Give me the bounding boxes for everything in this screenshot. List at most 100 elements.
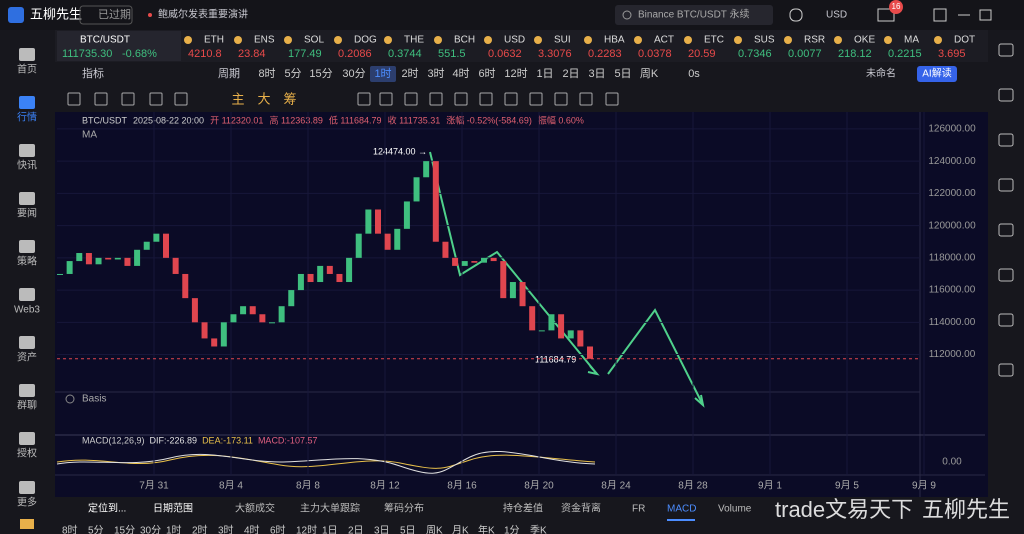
ticker-name[interactable]: BCH: [454, 35, 475, 46]
draw-tool-icon[interactable]: [579, 92, 593, 106]
period-button[interactable]: 3日: [374, 526, 390, 534]
bottom-tab[interactable]: 大额成交: [235, 502, 275, 515]
ai-button[interactable]: [917, 66, 957, 82]
mail-icon[interactable]: [877, 8, 895, 22]
sidebar-label[interactable]: 授权: [17, 447, 37, 460]
interval-button[interactable]: 8时: [258, 67, 275, 80]
period-button[interactable]: 2时: [192, 525, 208, 534]
bottom-tab[interactable]: 资金背离: [561, 502, 601, 515]
bottom-tab[interactable]: Volume: [718, 504, 752, 515]
interval-button[interactable]: 3日: [588, 68, 605, 80]
bottom-tab[interactable]: FR: [632, 504, 645, 515]
right-tool-icon[interactable]: [998, 88, 1014, 102]
bottom-tab[interactable]: 定位到...: [88, 502, 126, 515]
interval-button[interactable]: 2日: [562, 68, 579, 80]
sidebar-icon[interactable]: [19, 432, 35, 445]
ai-button-label[interactable]: AI解读: [922, 67, 951, 80]
ticker-price[interactable]: 0.2086: [338, 48, 372, 60]
right-tool-icon[interactable]: [998, 313, 1014, 327]
ticker-name[interactable]: THE: [404, 35, 424, 46]
period-button[interactable]: 8时: [62, 525, 78, 534]
draw-tool-icon[interactable]: [379, 92, 393, 106]
interval-button[interactable]: 12时: [504, 67, 527, 80]
sidebar-label[interactable]: 策略: [17, 255, 37, 268]
sidebar-icon[interactable]: [19, 384, 35, 397]
sidebar-label[interactable]: 更多: [17, 496, 37, 509]
interval-button[interactable]: 1日: [536, 68, 553, 80]
ticker-price[interactable]: 218.12: [838, 48, 872, 60]
interval-button[interactable]: 30分: [342, 67, 365, 80]
period-button[interactable]: 6时: [270, 525, 286, 534]
draw-tool-icon[interactable]: [357, 92, 371, 106]
interval-button[interactable]: 0s: [688, 68, 700, 80]
period-button[interactable]: 4时: [244, 525, 260, 534]
sidebar-label[interactable]: Web3: [14, 305, 40, 316]
period-button[interactable]: 5日: [400, 526, 416, 534]
window-button[interactable]: [933, 8, 947, 22]
ticker-name[interactable]: SUI: [554, 35, 571, 46]
window-button[interactable]: [979, 9, 992, 21]
ticker-price[interactable]: 23.84: [238, 48, 266, 60]
sidebar-icon[interactable]: [19, 144, 35, 157]
period-button[interactable]: 12时: [296, 525, 317, 534]
period-button[interactable]: 季K: [530, 525, 547, 534]
ticker-price[interactable]: 0.0378: [638, 48, 672, 60]
sidebar-label[interactable]: 行情: [17, 111, 37, 124]
interval-button[interactable]: 5分: [284, 67, 301, 80]
right-tool-icon[interactable]: [998, 363, 1014, 377]
bottom-tab[interactable]: 持仓差值: [503, 502, 543, 515]
sidebar-label[interactable]: 首页: [17, 63, 37, 76]
draw-tool-icon[interactable]: [554, 92, 568, 106]
bottom-tab[interactable]: 日期范围: [153, 502, 193, 515]
draw-tool-icon[interactable]: [174, 92, 188, 106]
interval-button[interactable]: 6时: [478, 67, 495, 80]
sidebar-icon[interactable]: [19, 288, 35, 301]
ticker-name[interactable]: USD: [504, 35, 525, 46]
interval-button[interactable]: 5日: [614, 68, 631, 80]
draw-tool-icon[interactable]: [504, 92, 518, 106]
period-button[interactable]: 1分: [504, 525, 520, 534]
ticker-price[interactable]: 0.0077: [788, 48, 822, 60]
ticker-price[interactable]: 20.59: [688, 48, 716, 60]
sidebar-icon[interactable]: [19, 336, 35, 349]
interval-button[interactable]: 1时: [374, 67, 391, 80]
eye-icon[interactable]: [65, 394, 75, 404]
draw-tool-icon[interactable]: [404, 92, 418, 106]
ticker-price[interactable]: 4210.8: [188, 48, 222, 60]
ticker-price[interactable]: 177.49: [288, 48, 322, 60]
sidebar-icon[interactable]: [19, 481, 35, 494]
period-button[interactable]: 2日: [348, 526, 364, 534]
ticker-price[interactable]: 3.3076: [538, 48, 572, 60]
period-button[interactable]: 15分: [114, 525, 135, 534]
ticker-name[interactable]: MA: [904, 35, 919, 46]
ticker-main-card[interactable]: [57, 31, 181, 61]
ticker-price[interactable]: 3.695: [938, 48, 966, 60]
ticker-price[interactable]: 0.2215: [888, 48, 922, 60]
indicator-shortcut[interactable]: 主: [231, 91, 244, 106]
ticker-name[interactable]: ACT: [654, 35, 674, 46]
draw-tool-icon[interactable]: [149, 92, 163, 106]
indicator-shortcut[interactable]: 大: [257, 91, 270, 106]
period-button[interactable]: 1时: [166, 525, 182, 534]
news-text[interactable]: 鲍威尔发表重要演讲: [158, 8, 248, 21]
sidebar-icon[interactable]: [19, 48, 35, 61]
draw-tool-icon[interactable]: [479, 92, 493, 106]
interval-button[interactable]: 4时: [452, 67, 469, 80]
draw-tool-icon[interactable]: [121, 92, 135, 106]
period-button[interactable]: 3时: [218, 525, 234, 534]
ticker-price[interactable]: 0.0632: [488, 48, 522, 60]
period-button[interactable]: 30分: [140, 525, 161, 534]
vip-icon[interactable]: [20, 519, 34, 529]
period-button[interactable]: 周期: [218, 67, 240, 80]
sidebar-icon[interactable]: [19, 240, 35, 253]
draw-tool-icon[interactable]: [429, 92, 443, 106]
ticker-name[interactable]: ETH: [204, 35, 224, 46]
bottom-tab[interactable]: 筹码分布: [384, 502, 424, 515]
ticker-name[interactable]: HBA: [604, 35, 625, 46]
sidebar-label[interactable]: 要闻: [17, 207, 37, 220]
indicator-shortcut[interactable]: 筹: [283, 91, 296, 106]
ticker-price[interactable]: 0.7346: [738, 48, 772, 60]
ticker-name[interactable]: DOT: [954, 35, 975, 46]
ticker-price[interactable]: 0.2283: [588, 48, 622, 60]
ticker-name[interactable]: SOL: [304, 35, 324, 46]
